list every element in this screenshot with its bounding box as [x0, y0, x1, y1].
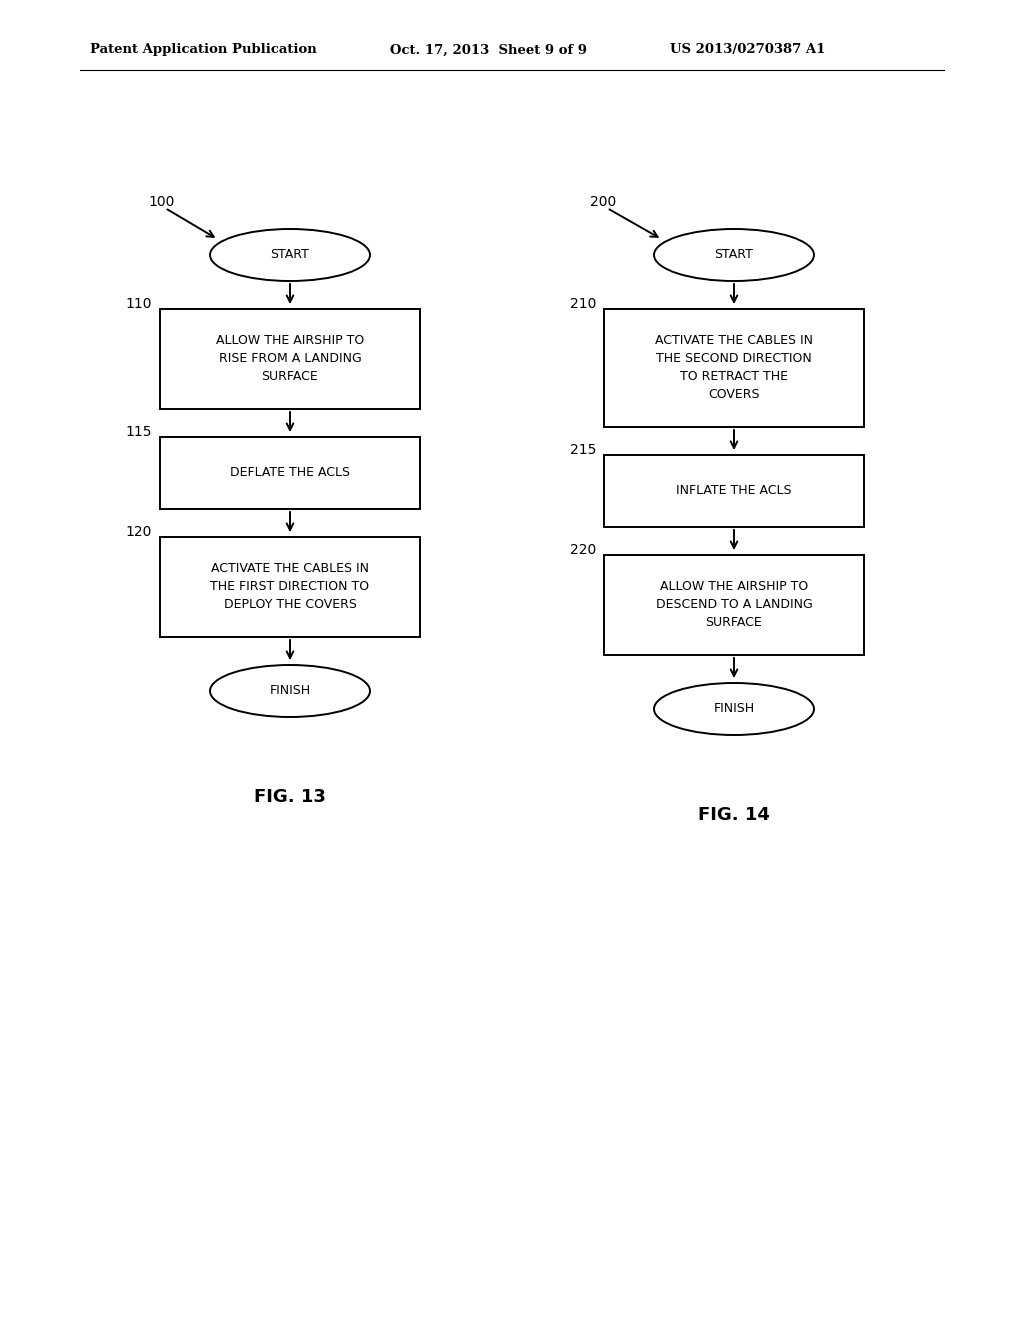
Bar [604, 455, 864, 527]
Text: START: START [270, 248, 309, 261]
Text: START: START [715, 248, 754, 261]
Ellipse shape [654, 228, 814, 281]
Bar [160, 437, 420, 510]
Text: DEFLATE THE ACLS: DEFLATE THE ACLS [230, 466, 350, 479]
Text: ACTIVATE THE CABLES IN
THE SECOND DIRECTION
TO RETRACT THE
COVERS: ACTIVATE THE CABLES IN THE SECOND DIRECT… [655, 334, 813, 401]
Text: INFLATE THE ACLS: INFLATE THE ACLS [676, 484, 792, 498]
Ellipse shape [210, 665, 370, 717]
Text: ALLOW THE AIRSHIP TO
DESCEND TO A LANDING
SURFACE: ALLOW THE AIRSHIP TO DESCEND TO A LANDIN… [655, 581, 812, 630]
Bar [160, 537, 420, 638]
Text: FIG. 13: FIG. 13 [254, 788, 326, 807]
Text: FIG. 14: FIG. 14 [698, 807, 770, 824]
Text: 215: 215 [569, 444, 596, 457]
Text: 110: 110 [126, 297, 152, 312]
Bar [160, 309, 420, 409]
Text: Patent Application Publication: Patent Application Publication [90, 44, 316, 57]
Text: Oct. 17, 2013  Sheet 9 of 9: Oct. 17, 2013 Sheet 9 of 9 [390, 44, 587, 57]
Text: 200: 200 [590, 195, 616, 209]
Text: US 2013/0270387 A1: US 2013/0270387 A1 [670, 44, 825, 57]
Text: 210: 210 [569, 297, 596, 312]
Text: 115: 115 [126, 425, 152, 440]
Ellipse shape [654, 682, 814, 735]
Text: FINISH: FINISH [714, 702, 755, 715]
Bar [604, 309, 864, 426]
Text: ACTIVATE THE CABLES IN
THE FIRST DIRECTION TO
DEPLOY THE COVERS: ACTIVATE THE CABLES IN THE FIRST DIRECTI… [211, 562, 370, 611]
Text: FINISH: FINISH [269, 685, 310, 697]
Text: 120: 120 [126, 525, 152, 539]
Text: ALLOW THE AIRSHIP TO
RISE FROM A LANDING
SURFACE: ALLOW THE AIRSHIP TO RISE FROM A LANDING… [216, 334, 365, 384]
Bar [604, 554, 864, 655]
Ellipse shape [210, 228, 370, 281]
Text: 220: 220 [569, 543, 596, 557]
Text: 100: 100 [148, 195, 174, 209]
